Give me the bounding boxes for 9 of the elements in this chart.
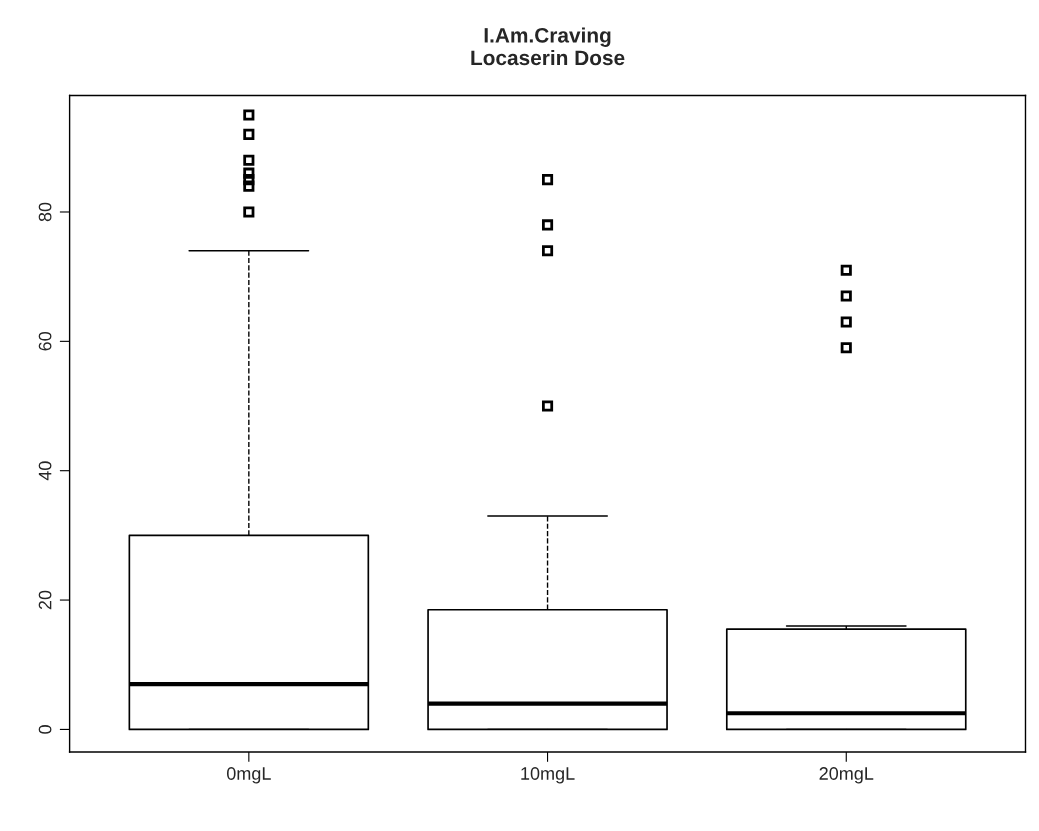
x-tick-label: 0mgL	[226, 767, 271, 784]
x-tick-label: 20mgL	[819, 767, 874, 784]
y-tick-label: 0	[38, 725, 52, 734]
x-tick-label: 10mgL	[521, 767, 575, 784]
y-tick-label: 20	[38, 590, 52, 610]
chart-title: I.Am.Craving Locaserin Dose	[471, 27, 625, 66]
y-tick-label: 40	[38, 461, 52, 481]
y-tick-label: 80	[38, 202, 52, 222]
y-tick-label: 60	[38, 332, 52, 351]
